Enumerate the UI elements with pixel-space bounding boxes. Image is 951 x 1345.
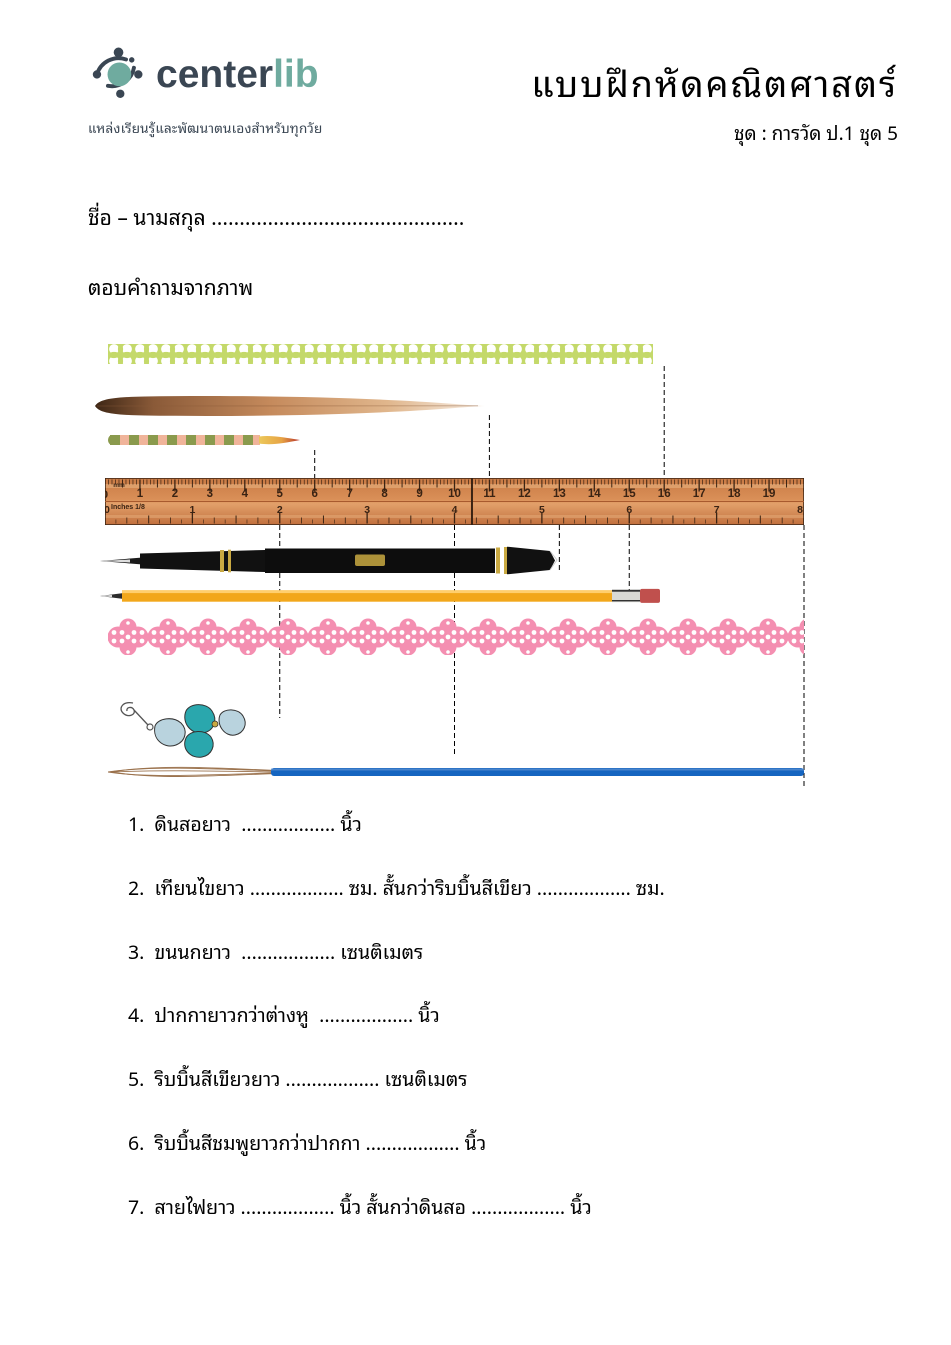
svg-text:5: 5 <box>539 504 545 516</box>
svg-text:5: 5 <box>277 488 284 500</box>
svg-text:0: 0 <box>105 489 108 501</box>
svg-text:15: 15 <box>623 488 636 500</box>
svg-text:Inches 1/8: Inches 1/8 <box>111 504 145 511</box>
svg-text:8: 8 <box>381 488 388 500</box>
svg-text:4: 4 <box>242 488 249 500</box>
svg-text:14: 14 <box>588 488 601 500</box>
svg-text:8: 8 <box>797 504 803 516</box>
svg-text:16: 16 <box>658 488 671 500</box>
svg-text:3: 3 <box>364 504 370 516</box>
svg-text:7: 7 <box>714 504 720 516</box>
svg-text:10: 10 <box>448 488 461 500</box>
svg-text:3: 3 <box>207 488 213 500</box>
svg-text:4: 4 <box>452 504 458 516</box>
svg-text:12: 12 <box>518 488 531 500</box>
svg-text:13: 13 <box>553 488 566 500</box>
svg-text:19: 19 <box>763 488 776 500</box>
svg-text:18: 18 <box>728 488 741 500</box>
svg-text:7: 7 <box>346 488 352 500</box>
svg-text:6: 6 <box>626 504 632 516</box>
svg-text:6: 6 <box>311 488 317 500</box>
svg-text:1: 1 <box>137 488 144 500</box>
svg-text:2: 2 <box>277 504 283 516</box>
svg-text:2: 2 <box>172 488 178 500</box>
svg-text:9: 9 <box>416 488 422 500</box>
svg-text:11: 11 <box>483 488 496 500</box>
svg-text:1: 1 <box>189 504 195 516</box>
svg-text:0: 0 <box>105 505 110 516</box>
svg-text:17: 17 <box>693 488 706 500</box>
svg-text:mm: mm <box>113 482 125 489</box>
